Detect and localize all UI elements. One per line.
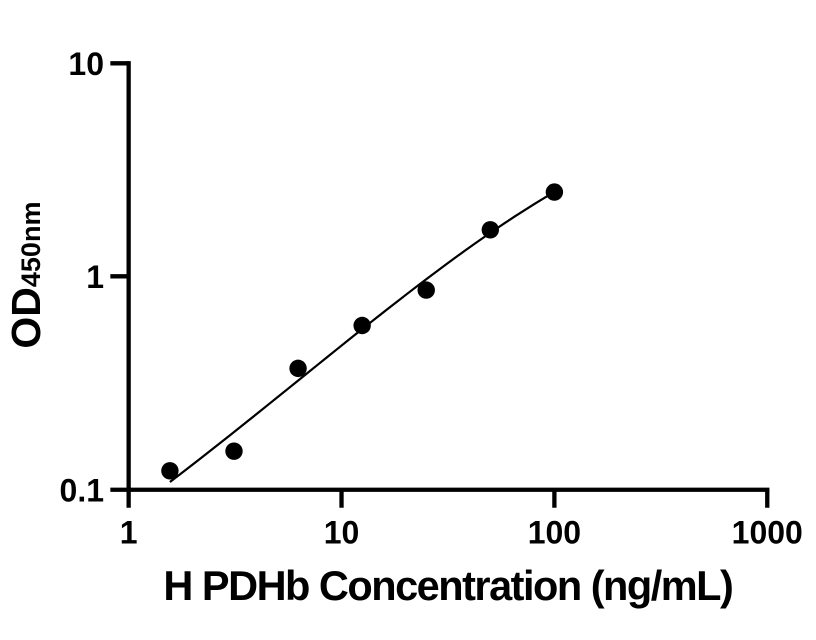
svg-text:1: 1: [120, 515, 138, 551]
svg-text:100: 100: [528, 515, 581, 551]
svg-text:0.1: 0.1: [60, 472, 104, 508]
svg-text:1000: 1000: [732, 515, 803, 551]
svg-text:1: 1: [86, 259, 104, 295]
svg-text:10: 10: [68, 46, 104, 82]
svg-text:10: 10: [324, 515, 360, 551]
svg-text:H PDHb Concentration (ng/mL): H PDHb Concentration (ng/mL): [163, 562, 732, 609]
